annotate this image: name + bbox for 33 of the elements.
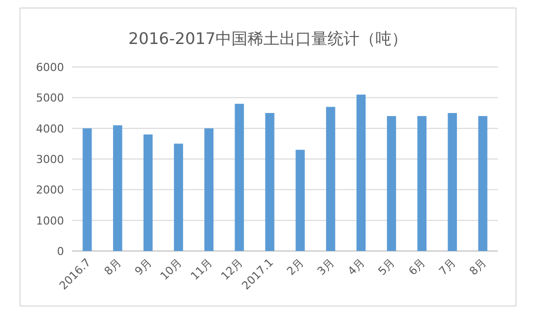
x-tick-label: 4月	[345, 256, 368, 278]
y-tick-label: 4000	[36, 122, 64, 136]
bar	[144, 134, 153, 251]
bar	[174, 144, 184, 251]
bar	[265, 113, 274, 251]
bar	[234, 104, 244, 251]
y-tick-label: 5000	[36, 92, 64, 105]
y-tick-label: 6000	[36, 61, 64, 74]
y-tick-label: 2000	[36, 184, 64, 197]
bar	[82, 128, 92, 251]
y-tick-label: 1000	[36, 214, 64, 228]
x-tick-label: 10月	[158, 256, 185, 283]
x-tick-label: 5月	[376, 256, 398, 278]
bar	[326, 106, 336, 251]
x-tick-label: 9月	[132, 256, 154, 278]
bar	[356, 94, 366, 251]
x-tick-label: 11月	[188, 256, 216, 283]
bar	[113, 125, 122, 251]
bar	[417, 116, 426, 251]
x-tick-label: 8月	[466, 256, 489, 278]
bar	[204, 128, 214, 251]
x-tick-label: 2月	[284, 256, 306, 278]
y-tick-label: 3000	[36, 153, 64, 166]
x-tick-label: 8月	[102, 256, 124, 278]
bar	[478, 116, 488, 251]
bar	[448, 113, 457, 251]
x-tick-label: 6月	[406, 256, 428, 278]
bar	[386, 116, 396, 251]
bar	[296, 150, 305, 251]
y-tick-label: 0	[57, 245, 64, 258]
x-tick-label: 3月	[314, 256, 337, 278]
chart-title: 2016-2017中国稀土出口量统计（吨）	[128, 29, 408, 48]
x-tick-label: 7月	[436, 256, 458, 278]
